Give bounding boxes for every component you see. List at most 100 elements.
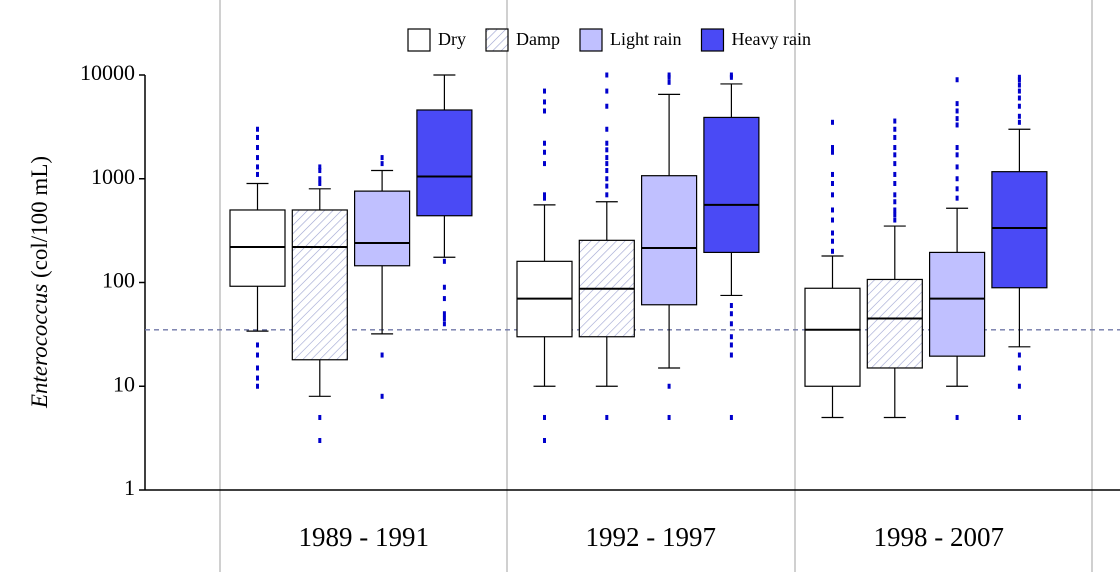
outlier [893, 171, 897, 177]
outlier [318, 176, 322, 182]
outlier [605, 183, 609, 189]
outlier [729, 311, 733, 317]
outlier [605, 103, 609, 109]
outlier [1017, 383, 1021, 389]
outlier [1017, 103, 1021, 109]
outlier [256, 352, 259, 358]
outlier [318, 437, 322, 443]
legend-swatch [579, 28, 603, 52]
legend-swatch [407, 28, 431, 52]
outlier [318, 164, 322, 170]
outlier [893, 126, 897, 132]
outlier [1017, 365, 1021, 371]
outlier [543, 437, 546, 443]
outlier [729, 334, 733, 340]
outlier [442, 315, 446, 321]
outlier [605, 176, 609, 182]
box [354, 190, 411, 267]
outlier [543, 140, 546, 146]
outlier [605, 147, 609, 153]
outlier [605, 126, 609, 132]
outlier [831, 207, 834, 213]
outlier [543, 149, 546, 155]
outlier [442, 311, 446, 317]
outlier [831, 248, 834, 254]
outlier [893, 134, 897, 140]
outlier [831, 230, 834, 236]
outlier [256, 126, 259, 132]
box [928, 251, 986, 357]
outlier [1017, 352, 1021, 358]
box [640, 175, 698, 306]
y-axis-label: Enterococcus (col/100 mL) [27, 156, 52, 409]
outlier [380, 155, 384, 161]
outlier [955, 145, 959, 151]
outlier [831, 145, 834, 151]
outlier [543, 99, 546, 105]
outlier [955, 195, 959, 201]
outlier [893, 207, 897, 213]
outlier [955, 164, 959, 170]
y-tick-label: 10 [113, 371, 135, 396]
outlier [256, 383, 259, 389]
outlier [1017, 113, 1021, 119]
outlier [667, 383, 671, 389]
y-tick-label: 10000 [80, 60, 135, 85]
outlier [543, 88, 546, 94]
outlier [893, 145, 897, 151]
outlier [380, 161, 384, 167]
outlier [1017, 95, 1021, 101]
box [291, 209, 348, 361]
y-label-species: Enterococcus [27, 284, 52, 409]
outlier [605, 72, 609, 78]
outlier [729, 414, 733, 420]
outlier [442, 258, 446, 264]
outlier [543, 195, 546, 201]
outlier [605, 88, 609, 94]
outlier [605, 140, 609, 146]
outlier [955, 108, 959, 114]
outlier [893, 180, 897, 186]
outlier [893, 199, 897, 205]
outlier [380, 352, 384, 358]
y-tick-label: 1000 [91, 164, 135, 189]
outlier [256, 342, 259, 348]
outlier [256, 164, 259, 170]
outlier [256, 171, 259, 177]
outlier [955, 116, 959, 122]
outlier [729, 352, 733, 358]
outlier [442, 296, 446, 302]
outlier [605, 192, 609, 198]
outlier [729, 342, 733, 348]
outlier [955, 414, 959, 420]
outlier [893, 212, 897, 218]
y-label-unit: (col/100 mL) [27, 156, 52, 278]
outlier [318, 180, 322, 186]
outlier [831, 119, 834, 125]
box [991, 171, 1048, 289]
outlier [831, 238, 834, 244]
outlier [543, 192, 546, 198]
outlier [893, 118, 897, 124]
outlier [318, 414, 322, 420]
outlier [380, 393, 384, 399]
outlier [893, 152, 897, 158]
outlier [605, 161, 609, 167]
x-tick-label: 1989 - 1991 [299, 522, 430, 552]
outlier [831, 192, 834, 198]
outlier [667, 74, 671, 80]
separators [219, 0, 1093, 572]
legend-swatch [485, 28, 509, 52]
outlier [256, 134, 259, 140]
outlier [831, 217, 834, 223]
outlier [893, 217, 897, 223]
outlier [442, 321, 446, 327]
outlier [955, 122, 959, 128]
outlier [667, 414, 671, 420]
outlier [1017, 82, 1021, 88]
outlier [729, 74, 733, 80]
outlier [729, 303, 733, 309]
outlier [955, 77, 959, 83]
outlier [442, 284, 446, 290]
